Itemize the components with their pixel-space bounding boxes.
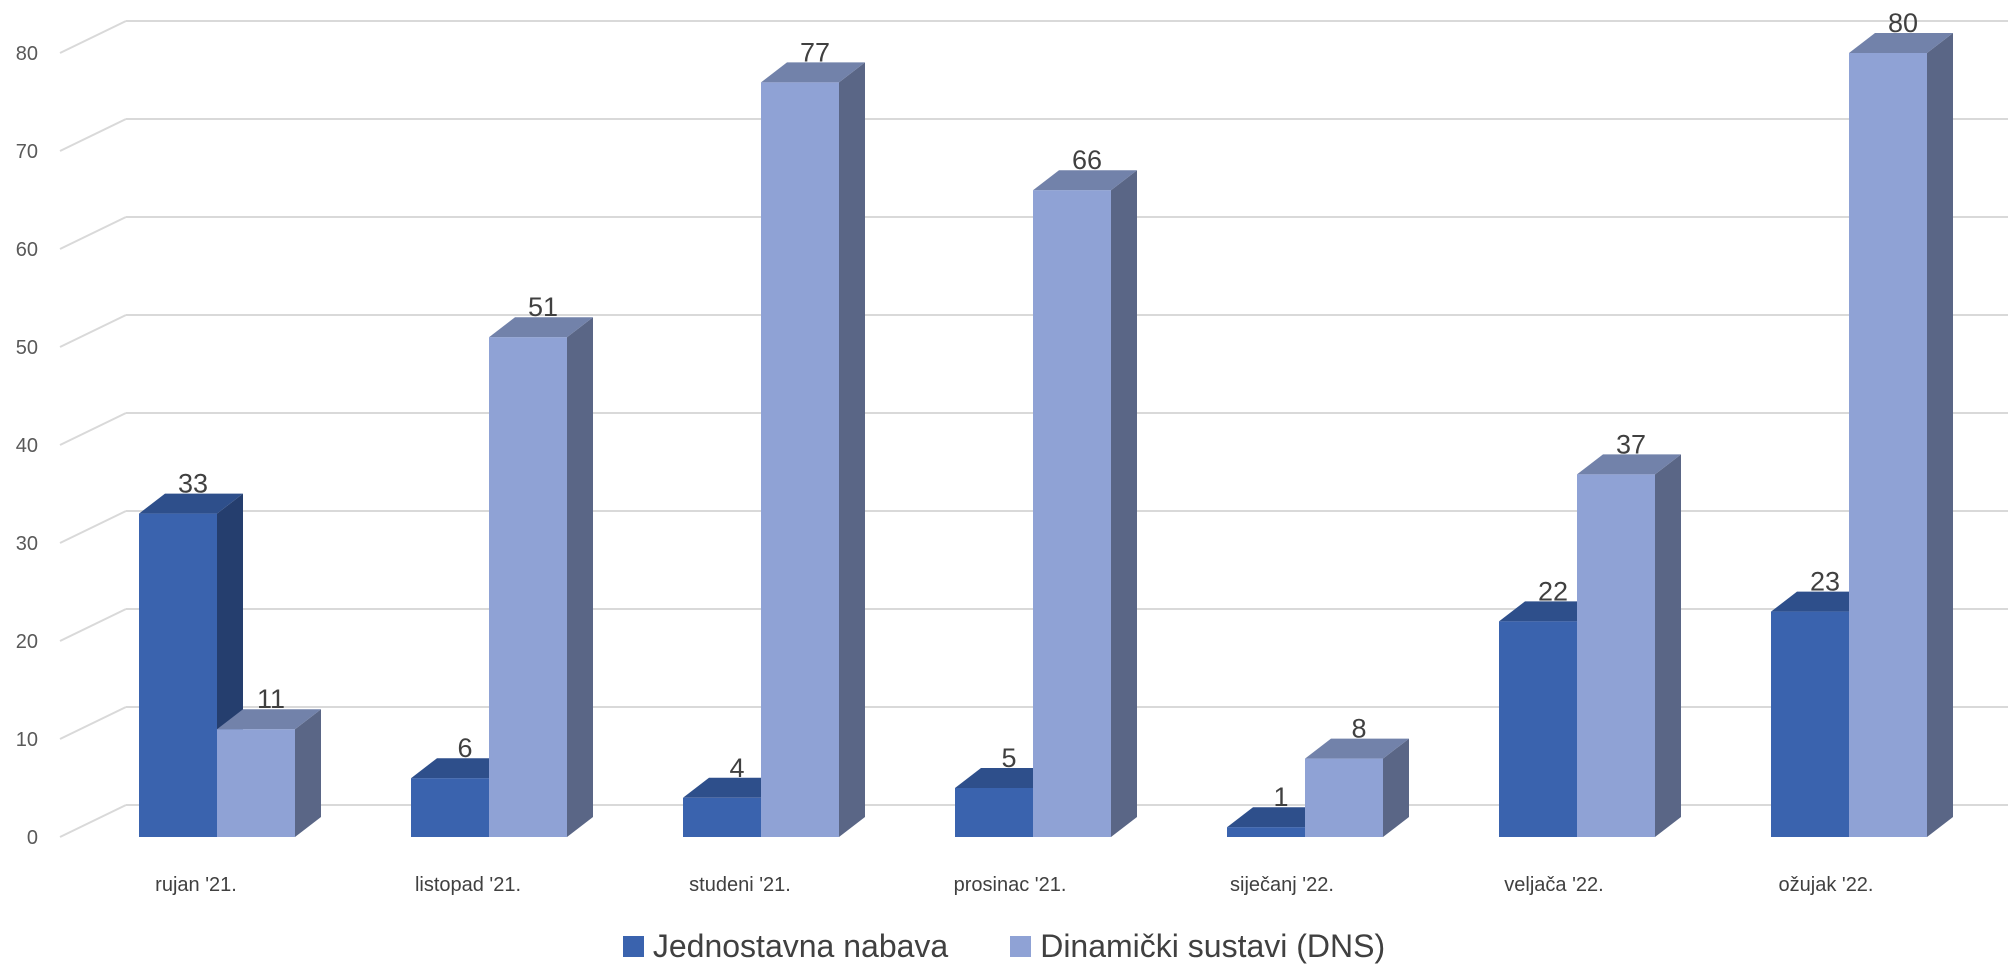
bar-front [955,788,1033,837]
data-label: 33 [178,469,208,499]
bar-front [761,82,839,837]
data-label: 8 [1351,714,1366,744]
bar-side [1111,170,1137,837]
data-label: 4 [729,753,744,783]
legend-item-series-1: Jednostavna nabava [622,928,949,964]
legend-swatch-series-1 [622,935,644,957]
category-label: rujan '21. [155,874,237,896]
y-tick-label: 70 [16,141,38,163]
gridline-side [59,314,127,348]
data-label: 23 [1810,567,1840,597]
bar-top [1849,33,1953,53]
data-label: 66 [1072,145,1102,175]
y-tick-label: 60 [16,239,38,261]
bar [1577,454,1681,837]
bar-front [1033,190,1111,837]
category-label: veljača '22. [1504,874,1603,896]
data-labels: 33 11 6 51 4 77 5 66 1 8 22 37 23 80 [178,8,1918,812]
bars [139,33,1953,837]
category-label: studeni '21. [689,874,791,896]
gridline-side [59,20,127,54]
y-tick-label: 0 [27,827,38,849]
gridline-side [59,608,127,642]
y-tick-label: 10 [16,729,38,751]
bar-front [139,513,217,837]
gridline-side [59,706,127,740]
data-label: 11 [257,684,285,714]
bar [761,62,865,837]
bar-front [1305,758,1383,837]
data-label: 80 [1888,8,1918,38]
bar-side [839,62,865,837]
y-tick-label: 20 [16,631,38,653]
data-label: 22 [1538,576,1568,606]
category-label: ožujak '22. [1779,874,1874,896]
bar-front [489,337,567,837]
gridline-side [59,804,127,838]
gridline-side [59,216,127,250]
data-label: 37 [1616,429,1646,459]
data-label: 77 [800,37,830,67]
bar-side [1927,33,1953,837]
y-tick-label: 40 [16,435,38,457]
bar [1033,170,1137,837]
bar [489,317,593,837]
legend-item-series-2: Dinamički sustavi (DNS) [1010,928,1385,964]
bar [1305,738,1409,837]
legend-label-series-2: Dinamički sustavi (DNS) [1040,928,1386,964]
bar [139,493,243,837]
bar-front [1849,53,1927,837]
bar-top [1577,454,1681,475]
bar-front [411,778,489,837]
legend: Jednostavna nabava Dinamički sustavi (DN… [0,928,2008,964]
bar-top [761,62,865,83]
bar-side [1655,454,1681,837]
bar-top [139,493,243,514]
bar [217,709,321,837]
bar-front [1499,621,1577,837]
bar-side [1383,738,1409,837]
data-label: 5 [1001,743,1016,773]
bar-top [1033,170,1137,191]
category-label: listopad '21. [415,874,521,896]
gridline-side [59,412,127,446]
bar-side [567,317,593,837]
legend-label-series-1: Jednostavna nabava [652,928,949,964]
y-tick-label: 50 [16,337,38,359]
bar-top [489,317,593,338]
bar-side [295,709,321,837]
bar-front [1577,474,1655,837]
data-label: 51 [528,292,558,322]
gridline-side [59,118,127,152]
bar-front [683,797,761,837]
gridline-side [59,510,127,544]
category-label: siječanj '22. [1230,874,1334,896]
bar [1849,33,1953,837]
y-tick-label: 80 [16,43,38,65]
y-axis-tick-labels: 0 10 20 30 40 50 60 70 80 [16,43,38,849]
bar-front [217,729,295,837]
bar-front [1227,827,1305,837]
bar-top [1305,738,1409,759]
legend-swatch-series-2 [1010,935,1032,957]
data-label: 6 [457,733,472,763]
category-label: prosinac '21. [954,874,1067,896]
bar-top [217,709,321,730]
bar-front [1771,611,1849,837]
x-axis-category-labels: rujan '21. listopad '21. studeni '21. prosi… [155,874,1873,896]
data-label: 1 [1273,782,1288,812]
y-tick-label: 30 [16,533,38,555]
